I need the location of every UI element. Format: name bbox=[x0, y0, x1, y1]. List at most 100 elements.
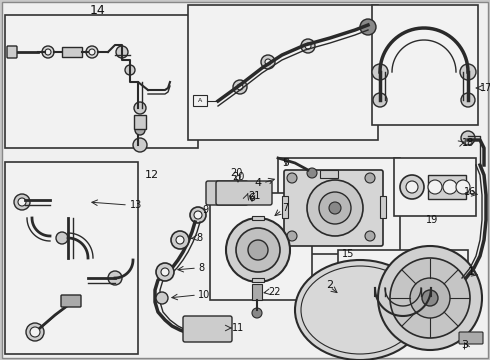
Circle shape bbox=[307, 180, 363, 236]
Text: 7: 7 bbox=[282, 203, 288, 213]
Circle shape bbox=[176, 236, 184, 244]
Bar bbox=[252, 278, 264, 282]
Circle shape bbox=[116, 46, 128, 58]
Circle shape bbox=[365, 173, 375, 183]
FancyBboxPatch shape bbox=[284, 170, 383, 246]
Circle shape bbox=[307, 168, 317, 178]
Circle shape bbox=[463, 275, 469, 281]
FancyBboxPatch shape bbox=[7, 46, 17, 58]
Text: 14: 14 bbox=[90, 4, 106, 18]
Circle shape bbox=[424, 289, 438, 303]
Circle shape bbox=[224, 185, 240, 201]
Circle shape bbox=[89, 49, 95, 55]
Bar bbox=[188, 5, 378, 140]
Bar bbox=[278, 158, 400, 254]
Circle shape bbox=[372, 64, 388, 80]
Circle shape bbox=[45, 49, 51, 55]
Bar bbox=[210, 193, 312, 300]
Circle shape bbox=[30, 327, 40, 337]
Circle shape bbox=[360, 19, 376, 35]
Circle shape bbox=[252, 308, 262, 318]
Text: 4: 4 bbox=[254, 178, 262, 188]
Text: 20: 20 bbox=[230, 168, 242, 178]
Text: 15: 15 bbox=[342, 249, 354, 259]
Bar bbox=[5, 162, 138, 354]
Circle shape bbox=[422, 290, 438, 306]
Circle shape bbox=[319, 192, 351, 224]
Circle shape bbox=[156, 292, 168, 304]
Bar bbox=[320, 170, 338, 178]
Circle shape bbox=[133, 138, 147, 152]
Circle shape bbox=[226, 218, 290, 282]
Circle shape bbox=[287, 173, 297, 183]
Circle shape bbox=[400, 175, 424, 199]
Circle shape bbox=[460, 64, 476, 80]
Circle shape bbox=[236, 228, 280, 272]
Text: 16: 16 bbox=[464, 187, 476, 197]
Circle shape bbox=[135, 125, 145, 135]
Circle shape bbox=[190, 207, 206, 223]
Bar bbox=[134, 115, 146, 129]
Circle shape bbox=[265, 59, 271, 65]
Text: 2: 2 bbox=[326, 280, 334, 290]
Text: 21: 21 bbox=[248, 191, 260, 201]
Circle shape bbox=[125, 65, 135, 75]
Circle shape bbox=[368, 289, 382, 303]
Circle shape bbox=[443, 180, 457, 194]
Circle shape bbox=[406, 181, 418, 193]
Circle shape bbox=[194, 211, 202, 219]
Circle shape bbox=[305, 43, 311, 49]
Text: 10: 10 bbox=[198, 290, 210, 300]
Text: 20: 20 bbox=[232, 172, 244, 182]
Circle shape bbox=[378, 246, 482, 350]
Text: 6: 6 bbox=[248, 193, 255, 203]
Circle shape bbox=[461, 93, 475, 107]
Bar bbox=[193, 95, 207, 106]
Bar bbox=[5, 15, 198, 148]
Circle shape bbox=[459, 271, 473, 285]
Circle shape bbox=[213, 322, 227, 336]
Text: 9: 9 bbox=[202, 205, 208, 215]
Circle shape bbox=[134, 102, 146, 114]
Circle shape bbox=[233, 80, 247, 94]
Circle shape bbox=[410, 278, 450, 318]
Bar bbox=[62, 47, 82, 57]
Circle shape bbox=[86, 46, 98, 58]
Text: A: A bbox=[198, 99, 202, 104]
FancyBboxPatch shape bbox=[216, 181, 272, 205]
Circle shape bbox=[108, 271, 122, 285]
Bar bbox=[252, 216, 264, 220]
Bar bbox=[394, 158, 476, 216]
Text: 18: 18 bbox=[462, 138, 474, 148]
Circle shape bbox=[301, 39, 315, 53]
Circle shape bbox=[56, 232, 68, 244]
Circle shape bbox=[461, 131, 475, 145]
Circle shape bbox=[237, 84, 243, 90]
Text: 8: 8 bbox=[196, 233, 202, 243]
Text: 22: 22 bbox=[268, 287, 280, 297]
Circle shape bbox=[42, 46, 54, 58]
Text: 12: 12 bbox=[145, 170, 159, 180]
Circle shape bbox=[329, 202, 341, 214]
Text: 11: 11 bbox=[232, 323, 244, 333]
Circle shape bbox=[365, 231, 375, 241]
FancyBboxPatch shape bbox=[61, 295, 81, 307]
Circle shape bbox=[171, 231, 189, 249]
Bar bbox=[428, 175, 466, 199]
Circle shape bbox=[456, 180, 470, 194]
Circle shape bbox=[161, 268, 169, 276]
FancyBboxPatch shape bbox=[183, 316, 232, 342]
Bar bbox=[338, 250, 468, 296]
Circle shape bbox=[390, 258, 470, 338]
Circle shape bbox=[287, 231, 297, 241]
Text: 17: 17 bbox=[480, 83, 490, 93]
Circle shape bbox=[373, 93, 387, 107]
Text: 13: 13 bbox=[130, 200, 142, 210]
Circle shape bbox=[26, 323, 44, 341]
Circle shape bbox=[261, 55, 275, 69]
Circle shape bbox=[211, 186, 225, 200]
Ellipse shape bbox=[301, 266, 419, 354]
Circle shape bbox=[14, 194, 30, 210]
Bar bbox=[372, 5, 478, 125]
Circle shape bbox=[428, 180, 442, 194]
